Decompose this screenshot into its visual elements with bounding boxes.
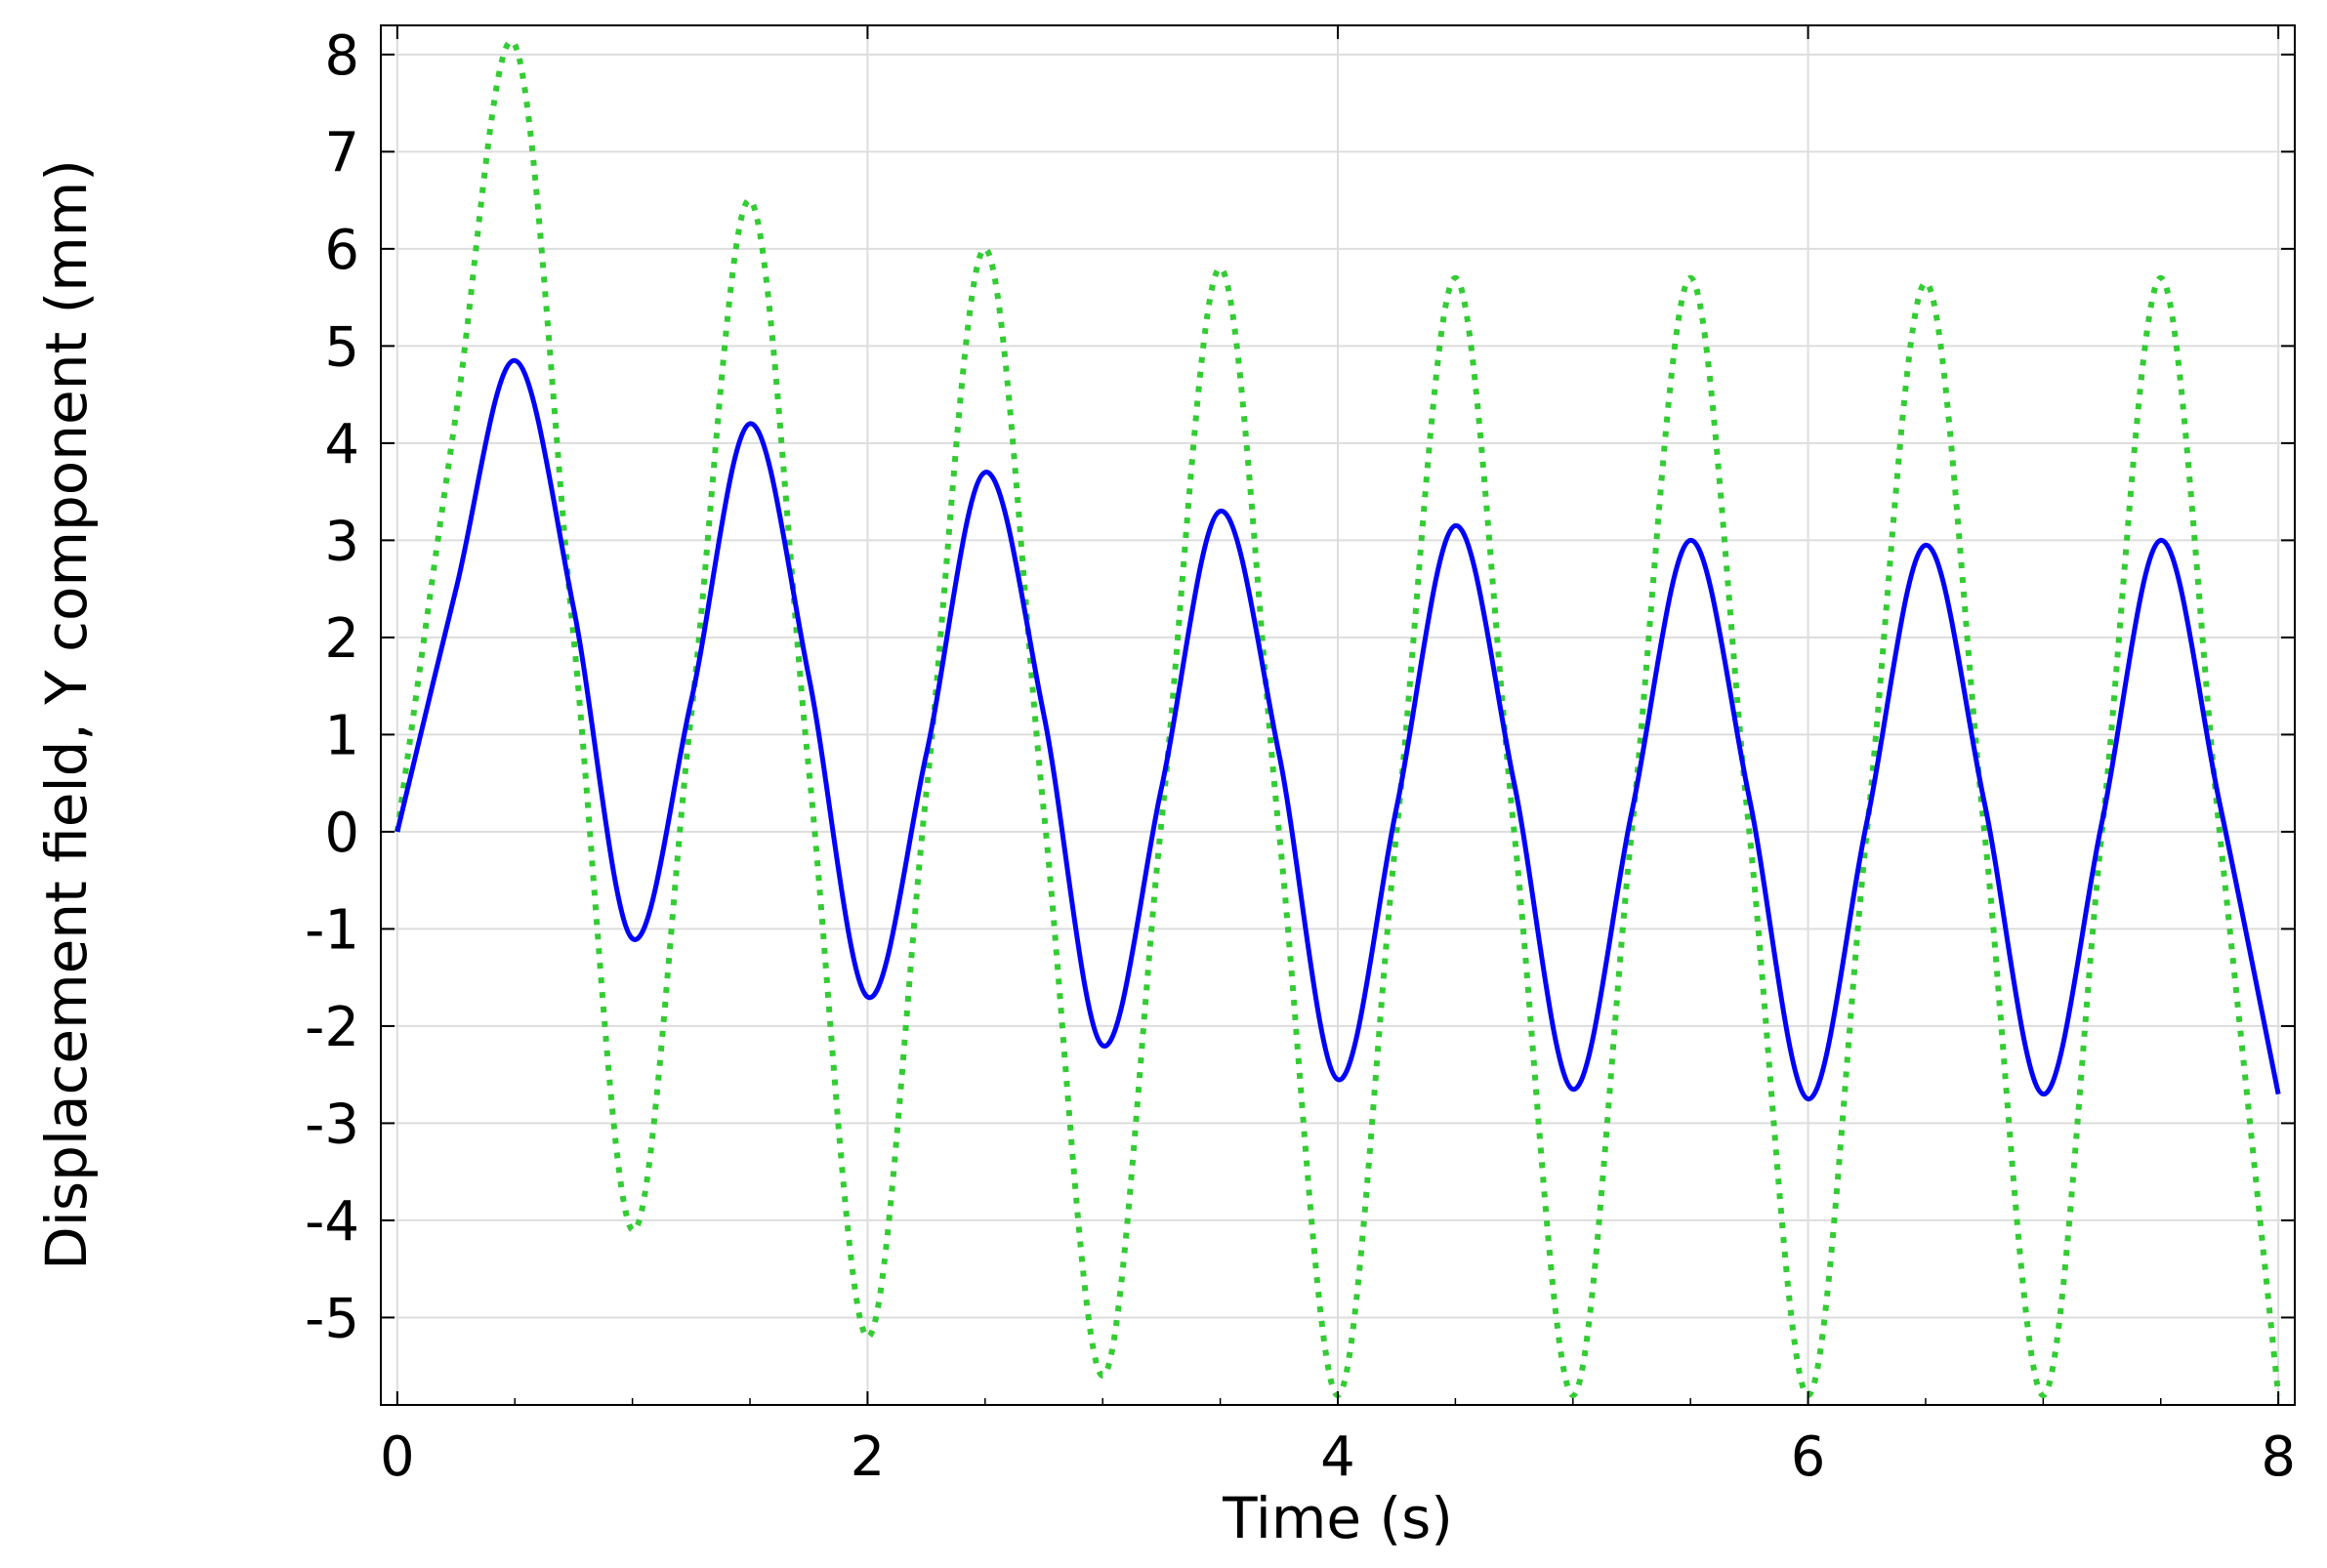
x-tick-label: 8 [2261, 1425, 2296, 1489]
x-axis-label: Time (s) [1222, 1485, 1453, 1551]
y-tick-label: 5 [324, 315, 359, 379]
y-tick-label: -4 [305, 1190, 359, 1254]
x-tick-label: 4 [1320, 1425, 1355, 1489]
y-tick-label: -3 [305, 1093, 359, 1156]
y-tick-label: 8 [324, 24, 359, 88]
tick-layer [381, 25, 2295, 1405]
x-tick-label: 0 [380, 1425, 415, 1489]
label-layer: 0 2 4 6 8 8 7 6 5 4 3 2 1 0 -1 -2 -3 -4 -5 [305, 24, 2296, 1489]
y-tick-label: 4 [324, 413, 359, 476]
y-tick-label: 2 [324, 607, 359, 671]
y-tick-label: 3 [324, 510, 359, 573]
y-tick-label: 6 [324, 219, 359, 282]
y-axis-label: Displacement field, Y component (mm) [33, 159, 100, 1270]
x-tick-label: 6 [1791, 1425, 1826, 1489]
y-tick-label: -5 [305, 1287, 359, 1350]
y-tick-label: 0 [324, 802, 359, 865]
series-layer [394, 38, 2282, 1399]
series-line-solid [395, 357, 2281, 1102]
y-tick-label: 1 [324, 704, 359, 767]
y-tick-label: 7 [324, 121, 359, 185]
grid-layer [381, 25, 2295, 1405]
y-tick-label: -2 [305, 996, 359, 1059]
y-tick-label: -1 [305, 898, 359, 962]
x-tick-label: 2 [851, 1425, 886, 1489]
